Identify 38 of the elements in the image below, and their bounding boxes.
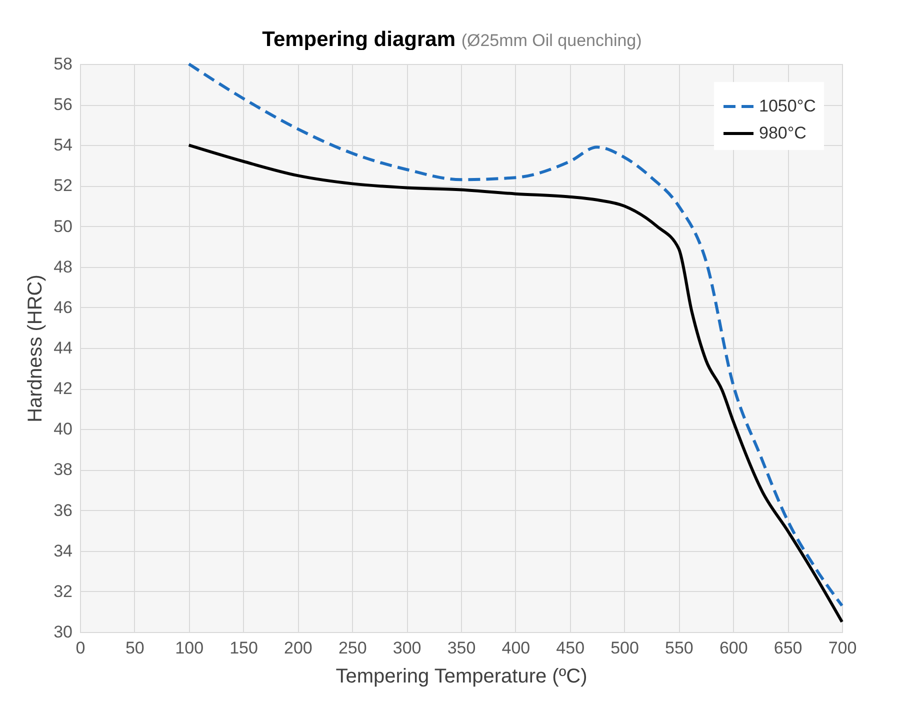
y-tick-label: 40 — [54, 420, 72, 439]
line-series — [187, 144, 844, 624]
x-tick-label: 600 — [719, 638, 748, 658]
y-tick-label: 56 — [54, 95, 72, 114]
legend-label: 1050°C — [759, 96, 816, 116]
x-axis-title: Tempering Temperature (ºC) — [336, 666, 588, 688]
x-tick-label: 300 — [392, 638, 422, 658]
x-tick-label: 100 — [175, 638, 204, 658]
y-tick-label: 46 — [54, 298, 72, 317]
x-tick-label: 400 — [502, 638, 530, 658]
chart-subtitle: (Ø25mm Oil quenching) — [461, 31, 642, 50]
y-tick-label: 48 — [54, 257, 72, 276]
x-tick-label: 200 — [284, 638, 312, 658]
x-tick-label: 450 — [556, 638, 585, 658]
x-tick-label: 50 — [125, 638, 144, 658]
y-tick-label: 36 — [54, 500, 72, 520]
x-tick-label: 150 — [230, 638, 258, 658]
x-tick-label: 0 — [76, 638, 86, 658]
y-tick-label: 38 — [54, 460, 72, 480]
x-tick-label: 250 — [338, 638, 367, 658]
x-tick-label: 700 — [828, 638, 857, 658]
y-tick-label: 44 — [54, 338, 72, 358]
x-tick-label: 550 — [665, 638, 694, 658]
x-tick-label: 650 — [774, 638, 802, 658]
y-tick-label: 50 — [54, 216, 72, 236]
line-series — [187, 62, 844, 608]
legend-label: 980°C — [759, 124, 806, 142]
y-axis-title: Hardness (HRC) — [24, 274, 47, 422]
y-tick-label: 58 — [54, 54, 72, 74]
y-tick-label: 30 — [54, 622, 72, 642]
y-tick-label: 52 — [54, 176, 72, 196]
y-tick-label: 54 — [54, 136, 72, 155]
chart-title: Tempering diagram — [262, 28, 456, 51]
y-tick-label: 42 — [54, 379, 72, 398]
x-tick-label: 350 — [447, 638, 476, 658]
y-tick-label: 32 — [54, 582, 72, 601]
y-tick-label: 34 — [54, 541, 72, 560]
x-tick-label: 500 — [610, 638, 639, 658]
